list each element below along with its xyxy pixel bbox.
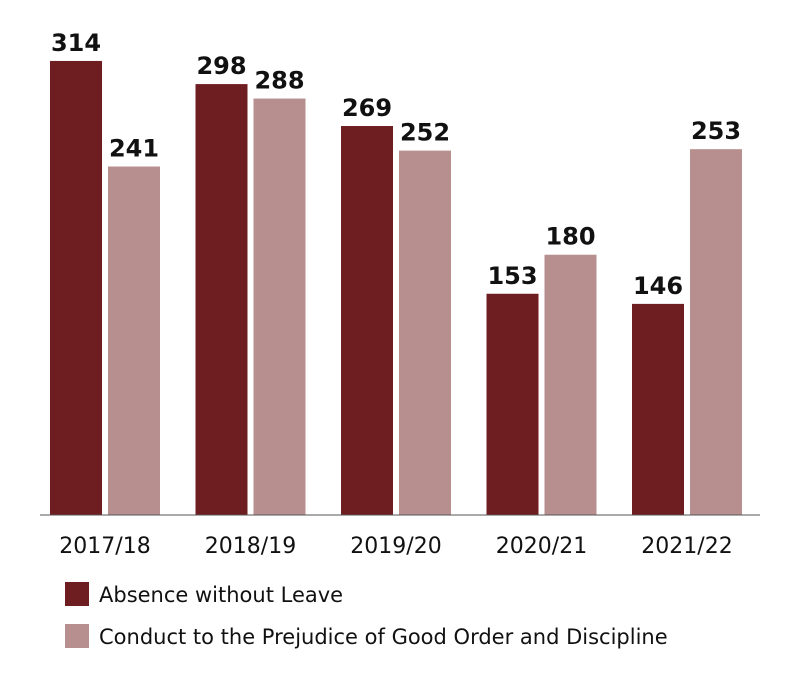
bar-2020-21-series-2: [544, 254, 597, 515]
data-label-2021-22-series-2: 253: [691, 117, 741, 145]
bar-2017-18-series-1: [50, 60, 102, 516]
legend: Absence without Leave Conduct to the Prej…: [65, 582, 668, 649]
x-tick-label-2019-20: 2019/20: [350, 534, 441, 559]
bar-2017-18-series-2: [108, 166, 160, 515]
x-tick-label-2018-19: 2018/19: [205, 534, 296, 559]
data-label-2020-21-series-2: 180: [545, 223, 595, 251]
bar-2021-22-series-2: [690, 149, 742, 516]
bar-2020-21-series-1: [486, 293, 539, 515]
data-label-2018-19-series-2: 288: [254, 67, 304, 95]
bar-2021-22-series-1: [632, 303, 684, 515]
data-label-2021-22-series-1: 146: [633, 272, 683, 300]
data-label-2019-20-series-1: 269: [342, 94, 392, 122]
x-tick-label-2017-18: 2017/18: [59, 534, 150, 559]
legend-label-series-1: Absence without Leave: [99, 583, 343, 607]
data-label-2019-20-series-2: 252: [400, 119, 450, 147]
x-tick-label-2021-22: 2021/22: [641, 534, 732, 559]
bar-2019-20-series-2: [399, 150, 451, 515]
data-label-2018-19-series-1: 298: [196, 52, 246, 80]
legend-label-series-2: Conduct to the Prejudice of Good Order a…: [99, 625, 668, 649]
bar-2018-19-series-1: [195, 84, 248, 515]
bar-2018-19-series-2: [253, 98, 306, 515]
legend-swatch-series-2: [65, 624, 89, 648]
legend-swatch-series-1: [65, 582, 89, 606]
bars-layer: [50, 60, 742, 516]
data-label-2020-21-series-1: 153: [487, 262, 537, 290]
x-tick-label-2020-21: 2020/21: [496, 534, 587, 559]
data-label-2017-18-series-2: 241: [109, 135, 159, 163]
data-label-2017-18-series-1: 314: [51, 29, 101, 57]
bar-2019-20-series-1: [341, 126, 393, 515]
x-axis-ticks: 2017/18 2018/19 2019/20 2020/21 2021/22: [59, 534, 732, 559]
data-labels-layer: 314 241 298 288 269 252 153 180 146 253: [51, 29, 741, 300]
